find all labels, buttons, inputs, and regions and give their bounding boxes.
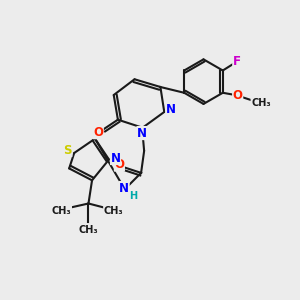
Text: N: N xyxy=(166,103,176,116)
Text: O: O xyxy=(114,158,124,171)
Text: N: N xyxy=(110,152,121,164)
Text: CH₃: CH₃ xyxy=(251,98,271,108)
Text: CH₃: CH₃ xyxy=(52,206,71,216)
Text: H: H xyxy=(130,191,138,201)
Text: CH₃: CH₃ xyxy=(103,206,123,216)
Text: O: O xyxy=(93,126,103,139)
Text: N: N xyxy=(119,182,129,194)
Text: F: F xyxy=(233,56,241,68)
Text: CH₃: CH₃ xyxy=(79,225,98,235)
Text: O: O xyxy=(233,89,243,102)
Text: S: S xyxy=(63,143,72,157)
Text: N: N xyxy=(137,127,147,140)
